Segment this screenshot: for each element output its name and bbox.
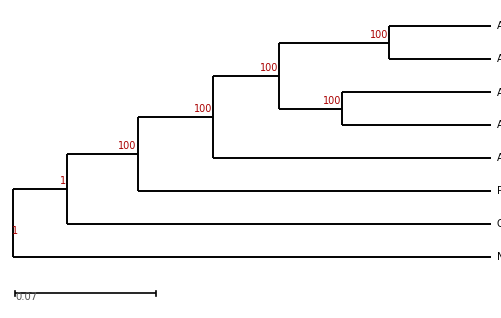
Text: Aspcal1 Aspergillus calidoustus: Aspcal1 Aspergillus calidoustus (495, 21, 501, 31)
Text: Neucr2 Neurospora crassa OR74A v2.0: Neucr2 Neurospora crassa OR74A v2.0 (495, 252, 501, 262)
Text: 100: 100 (322, 96, 341, 106)
Text: Aspor1 Aspergillus oryzae RIB40: Aspor1 Aspergillus oryzae RIB40 (495, 120, 501, 130)
Text: Aspni_NRRL3_1 Aspergillus niger NRRL3: Aspni_NRRL3_1 Aspergillus niger NRRL3 (495, 87, 501, 98)
Text: 100: 100 (118, 142, 136, 151)
Text: 1: 1 (60, 176, 66, 186)
Text: Aspfu1 Aspergillus fumigatus Af293 from AspGD: Aspfu1 Aspergillus fumigatus Af293 from … (495, 153, 501, 163)
Text: 100: 100 (193, 104, 211, 114)
Text: 100: 100 (369, 30, 388, 40)
Text: 1: 1 (12, 226, 18, 236)
Text: Aspnid1 Aspergillus nidulans from AspGD: Aspnid1 Aspergillus nidulans from AspGD (495, 54, 501, 64)
Text: 0.07: 0.07 (15, 292, 37, 302)
Text: Pench1 Penicillium chrysogenum v1.0: Pench1 Penicillium chrysogenum v1.0 (495, 186, 501, 196)
Text: 100: 100 (259, 63, 278, 73)
Text: Cocim1 Coccidioides immitis RS: Cocim1 Coccidioides immitis RS (495, 219, 501, 229)
